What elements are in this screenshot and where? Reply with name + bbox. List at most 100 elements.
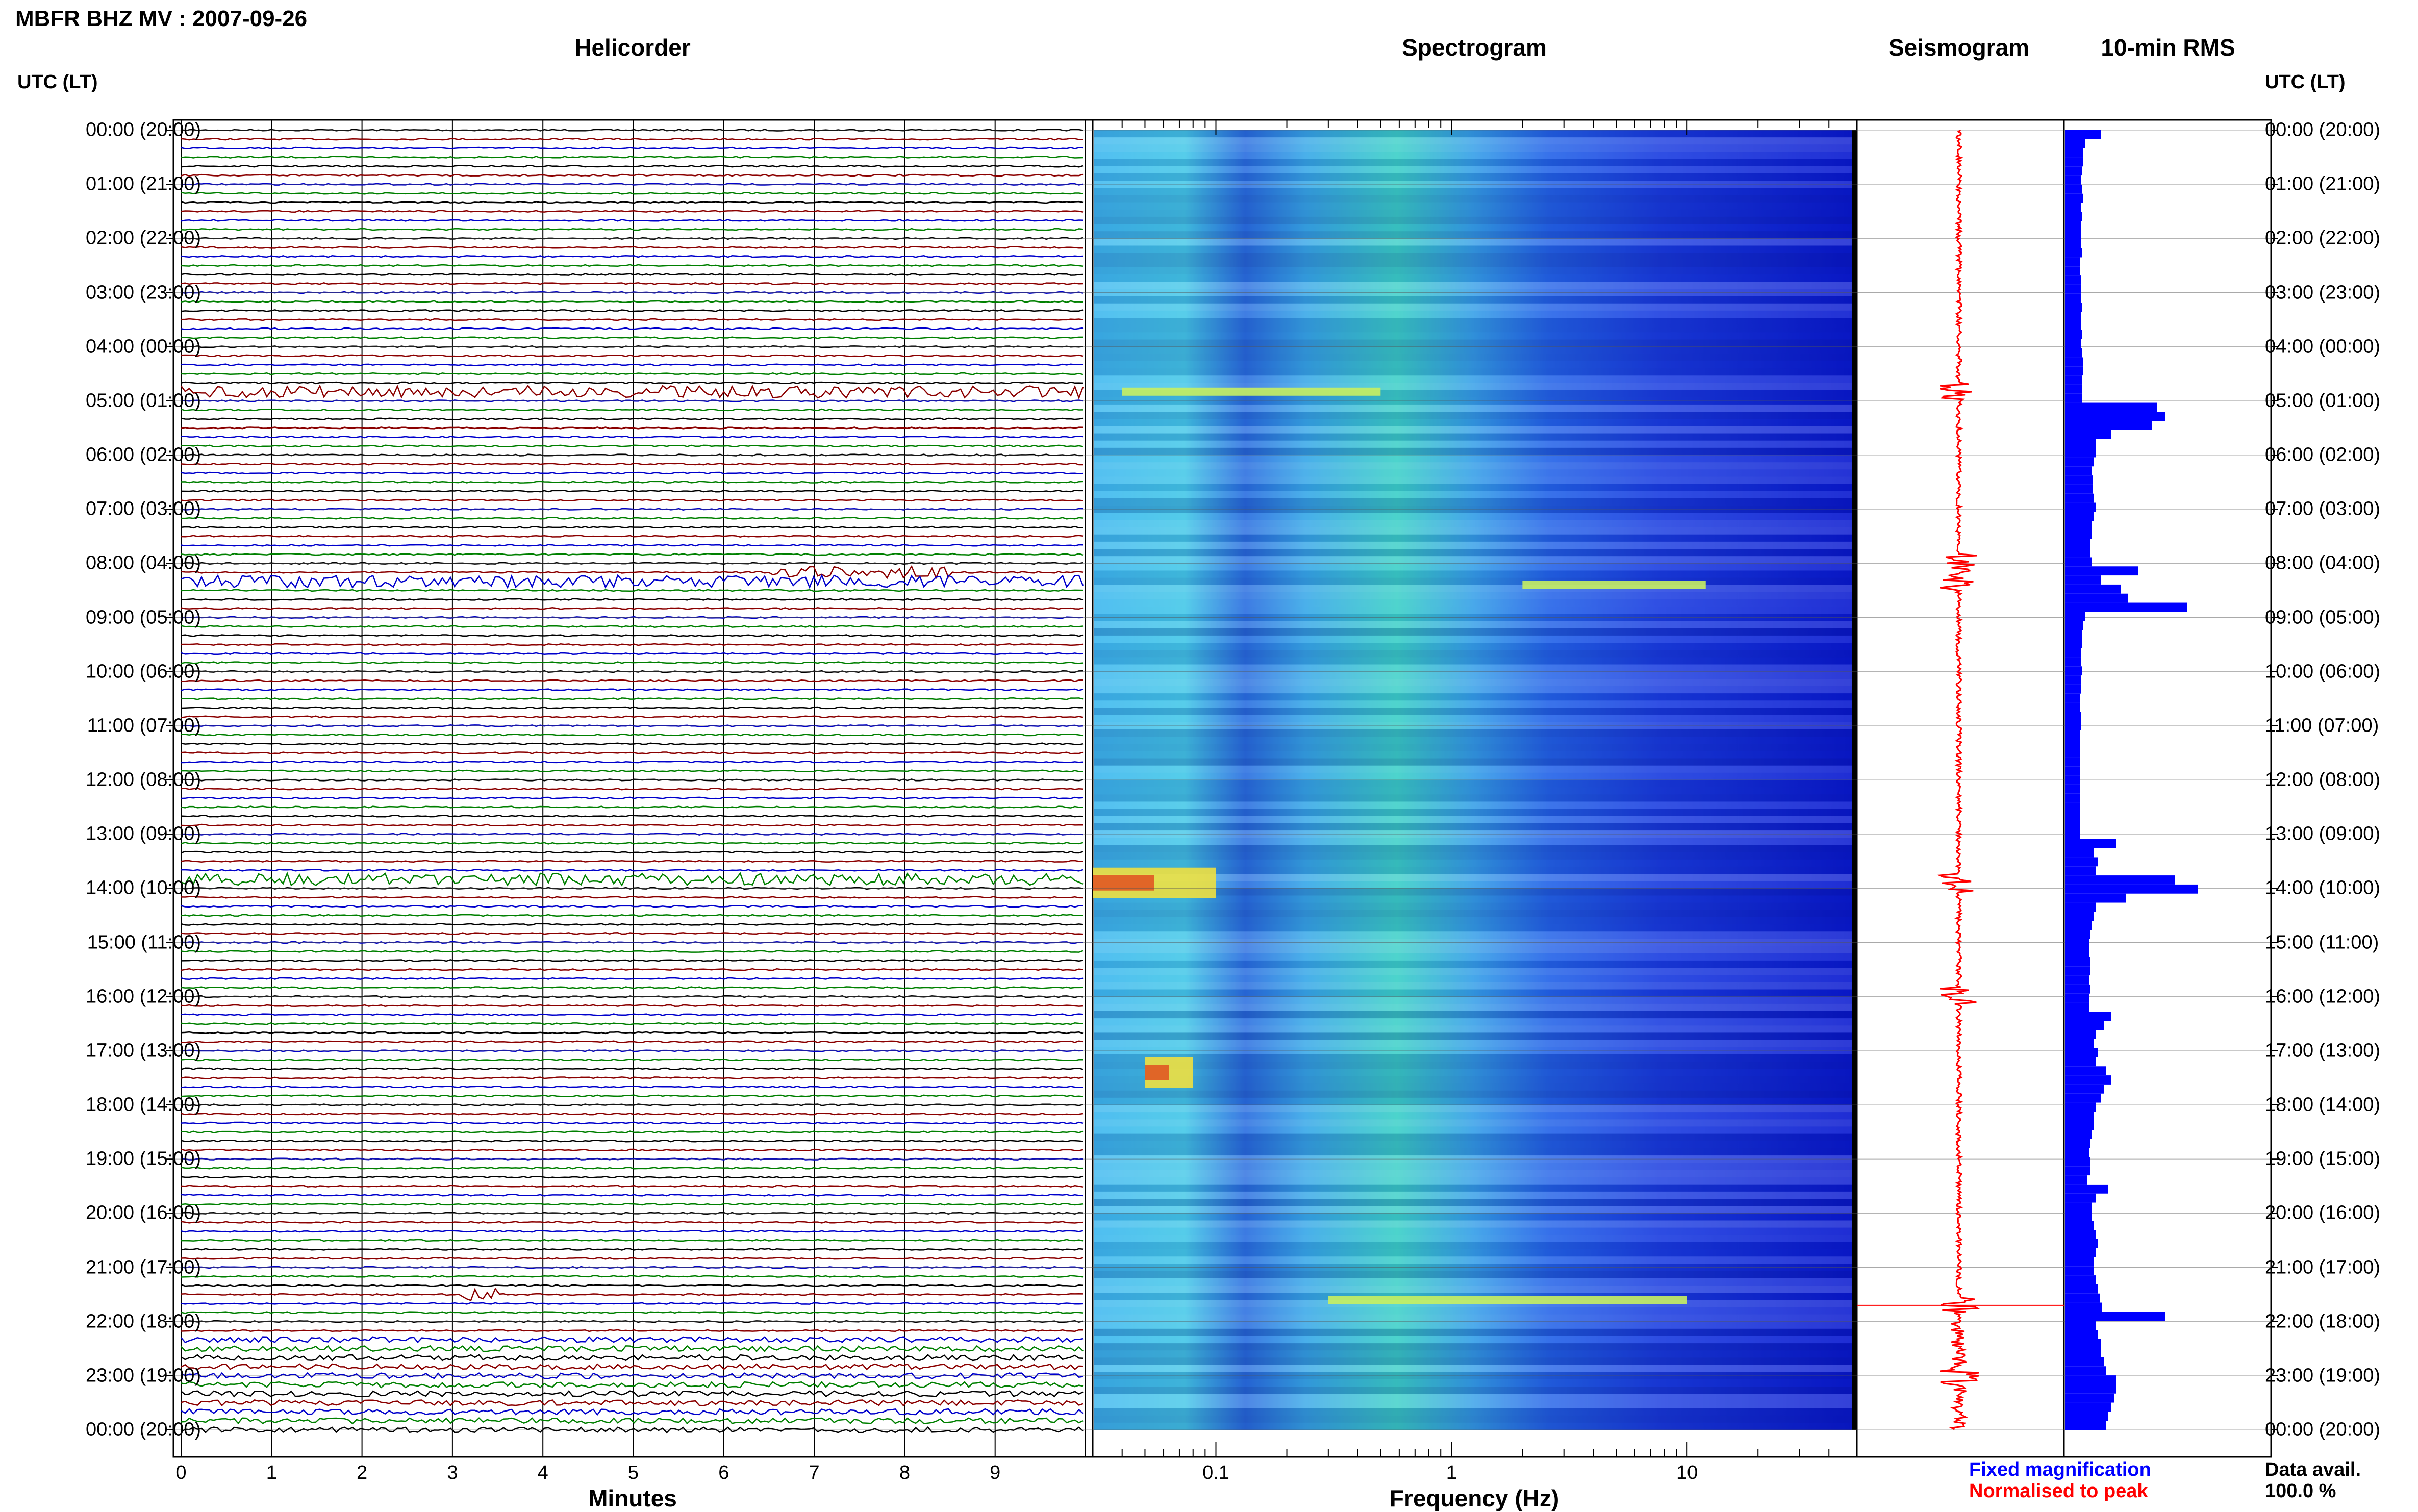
time-label-right: 04:00 (00:00) bbox=[2265, 336, 2381, 358]
spectrogram-row bbox=[1094, 238, 1852, 246]
spectrogram-row bbox=[1094, 700, 1852, 708]
spectrogram-row bbox=[1094, 209, 1852, 217]
rms-bar bbox=[2065, 802, 2080, 812]
helicorder-trace bbox=[181, 688, 1084, 691]
spectrogram-row bbox=[1094, 202, 1852, 210]
rms-bar bbox=[2065, 1302, 2102, 1312]
spectrogram-row bbox=[1094, 144, 1852, 152]
spectrogram-row bbox=[1094, 159, 1852, 166]
rms-bar bbox=[2065, 1039, 2094, 1048]
helicorder-trace bbox=[181, 552, 1084, 556]
spectrogram-row bbox=[1094, 989, 1852, 997]
rms-bar bbox=[2065, 939, 2089, 948]
time-label-right: 08:00 (04:00) bbox=[2265, 552, 2381, 574]
spectrogram-row bbox=[1094, 772, 1852, 780]
data-availability-label: Data avail. bbox=[2265, 1459, 2361, 1480]
spectrogram-event bbox=[1122, 387, 1381, 396]
spectrogram-row bbox=[1094, 173, 1852, 181]
spectrogram-row bbox=[1094, 809, 1852, 816]
time-label-right: 16:00 (12:00) bbox=[2265, 986, 2381, 1007]
helicorder-trace bbox=[181, 742, 1084, 745]
spectrogram-row bbox=[1094, 585, 1852, 592]
rms-bar bbox=[2065, 275, 2081, 285]
spectrogram-row bbox=[1094, 895, 1852, 903]
rms-bar bbox=[2065, 157, 2083, 167]
helicorder-trace bbox=[181, 219, 1084, 222]
rms-bar bbox=[2065, 1375, 2116, 1384]
helicorder-trace bbox=[181, 426, 1084, 430]
spectrogram-row bbox=[1094, 1307, 1852, 1315]
helicorder-trace bbox=[181, 1239, 1084, 1242]
spectrogram-row bbox=[1094, 310, 1852, 318]
spectrogram-row bbox=[1094, 1040, 1852, 1047]
rms-bar bbox=[2065, 512, 2094, 521]
rms-bar bbox=[2065, 1357, 2104, 1367]
rms-bar bbox=[2065, 212, 2082, 221]
rms-bar bbox=[2065, 1066, 2106, 1076]
spectrogram-row bbox=[1094, 570, 1852, 578]
helicorder-trace bbox=[181, 200, 1084, 204]
rms-bar bbox=[2065, 739, 2080, 748]
spectrogram-row bbox=[1094, 1422, 1852, 1430]
spectrogram-row bbox=[1094, 267, 1852, 275]
spectrogram-row bbox=[1094, 1018, 1852, 1026]
spectrogram-row bbox=[1094, 1177, 1852, 1185]
rms-bar bbox=[2065, 312, 2081, 321]
spectrogram-row bbox=[1094, 556, 1852, 564]
spectrogram-row bbox=[1094, 527, 1852, 535]
rms-bar bbox=[2065, 1157, 2090, 1167]
helicorder-trace bbox=[181, 1354, 1084, 1362]
spectrogram-row bbox=[1094, 513, 1852, 520]
rms-bar bbox=[2065, 303, 2082, 312]
time-label-left: 18:00 (14:00) bbox=[85, 1094, 201, 1116]
helicorder-trace bbox=[181, 264, 1084, 267]
helicorder-trace bbox=[181, 652, 1084, 656]
spectrogram-row bbox=[1094, 541, 1852, 549]
page-title: MBFR BHZ MV : 2007-09-26 bbox=[15, 6, 308, 31]
time-label-right: 20:00 (16:00) bbox=[2265, 1202, 2381, 1224]
spectrogram-row bbox=[1094, 816, 1852, 823]
spectrogram-row bbox=[1094, 1062, 1852, 1069]
time-label-right: 19:00 (15:00) bbox=[2265, 1148, 2381, 1170]
spectrogram-row bbox=[1094, 1249, 1852, 1257]
spectrogram-row bbox=[1094, 1032, 1852, 1040]
rms-bar bbox=[2065, 693, 2080, 703]
rms-bar bbox=[2065, 1293, 2100, 1303]
helicorder-trace bbox=[181, 1336, 1084, 1344]
helicorder-trace bbox=[181, 869, 1084, 872]
spectrogram-row bbox=[1094, 881, 1852, 889]
rms-bar bbox=[2065, 1084, 2104, 1094]
spectrogram-row bbox=[1094, 708, 1852, 715]
rms-bar bbox=[2065, 639, 2082, 648]
rms-bar bbox=[2065, 912, 2094, 921]
rms-bar bbox=[2065, 1321, 2096, 1330]
spectrogram-row bbox=[1094, 1191, 1852, 1199]
rms-bar bbox=[2065, 221, 2081, 230]
helicorder-trace bbox=[181, 282, 1084, 285]
spectrogram-row bbox=[1094, 166, 1852, 173]
rms-bar bbox=[2065, 1366, 2106, 1376]
helicorder-trace bbox=[181, 787, 1084, 791]
spectrogram-row bbox=[1094, 253, 1852, 260]
rms-bar bbox=[2065, 1030, 2096, 1039]
helicorder-trace bbox=[181, 815, 1084, 818]
spectrogram-row bbox=[1094, 693, 1852, 701]
time-label-right: 03:00 (23:00) bbox=[2265, 282, 2381, 303]
helicorder-trace bbox=[181, 805, 1084, 809]
spectrogram-row bbox=[1094, 910, 1852, 917]
time-label-left: 08:00 (04:00) bbox=[85, 552, 201, 574]
time-label-right: 10:00 (06:00) bbox=[2265, 661, 2381, 683]
spectrogram-row bbox=[1094, 368, 1852, 376]
rms-bar bbox=[2065, 321, 2081, 330]
spectrogram-row bbox=[1094, 1343, 1852, 1351]
helicorder-trace bbox=[181, 210, 1084, 213]
spectrogram-row bbox=[1094, 1387, 1852, 1394]
rms-bar bbox=[2065, 584, 2121, 594]
rms-bar bbox=[2065, 602, 2187, 612]
spectrogram-row bbox=[1094, 801, 1852, 809]
spectrogram-row bbox=[1094, 1112, 1852, 1120]
spectrogram-row bbox=[1094, 1350, 1852, 1358]
helicorder-trace bbox=[181, 932, 1084, 935]
helicorder-trace bbox=[181, 1058, 1083, 1062]
spectrogram-x-label: Frequency (Hz) bbox=[1389, 1485, 1559, 1511]
